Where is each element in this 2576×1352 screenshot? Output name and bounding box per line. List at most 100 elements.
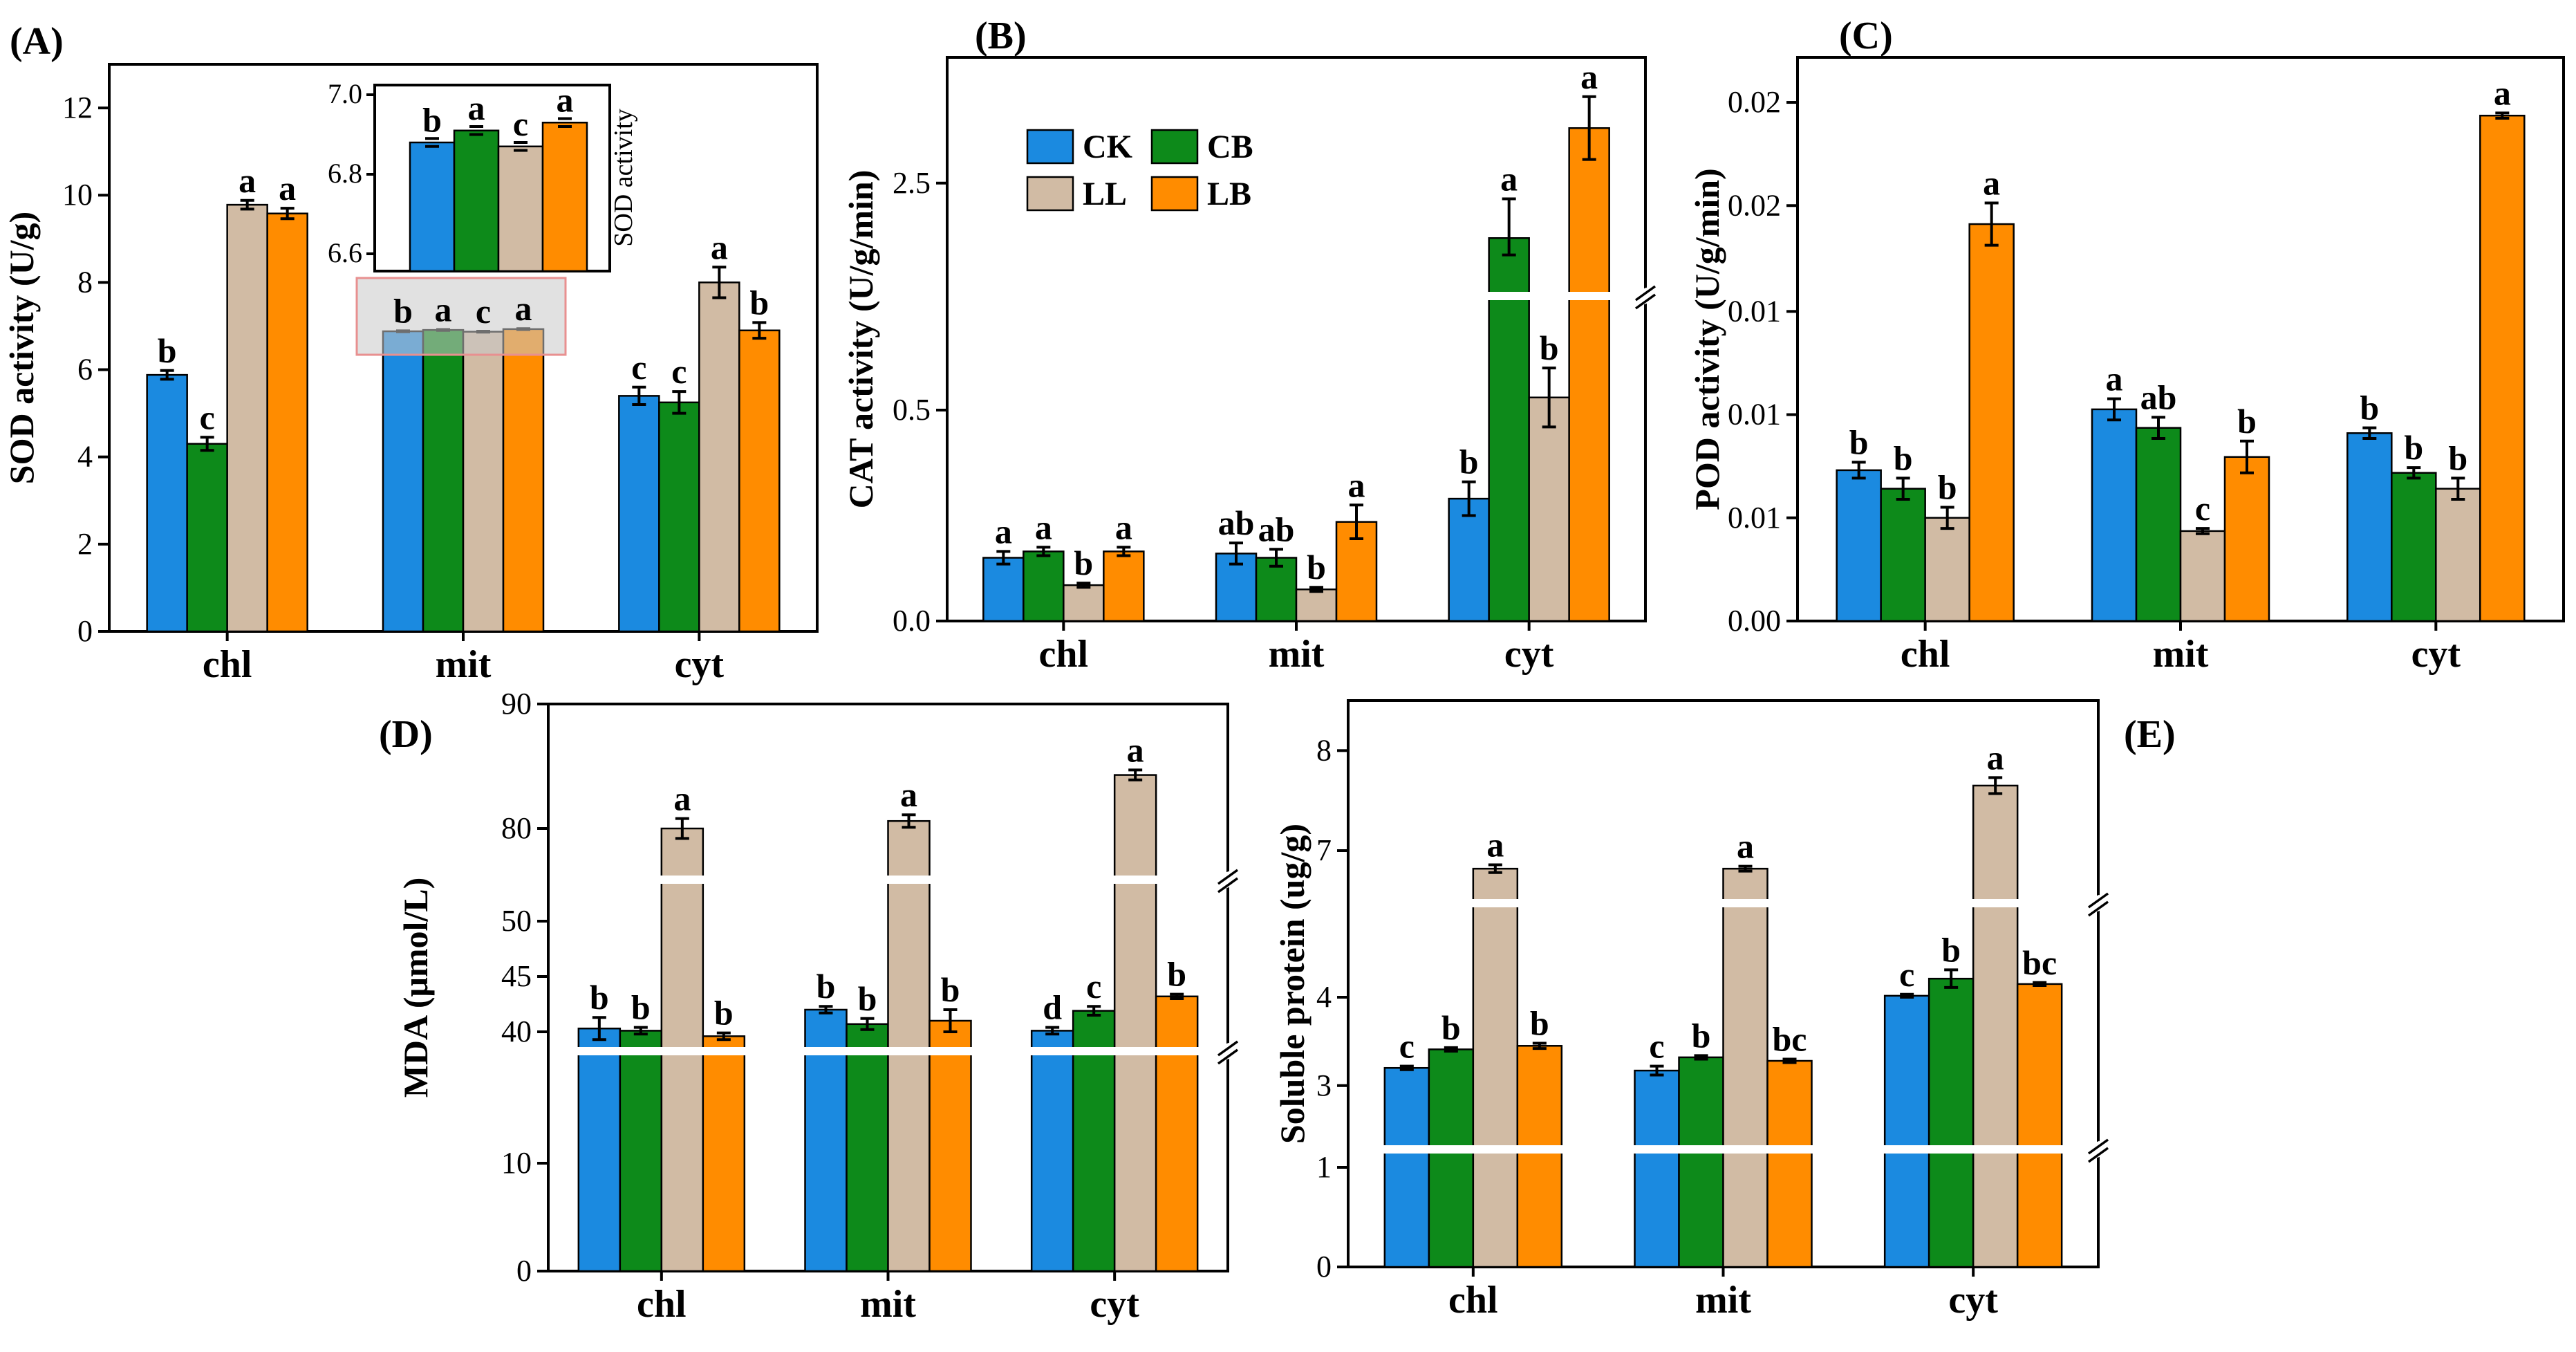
error-bar-LB-chl	[716, 1031, 731, 1041]
bar-LL-mit	[887, 819, 931, 1272]
legend-swatch-CK	[1026, 129, 1074, 165]
y-tick-label: 4	[77, 440, 93, 474]
y-tick-label: 0.02	[1728, 85, 1781, 119]
x-tick-label: cyt	[1090, 1283, 1139, 1326]
x-tick-label: cyt	[1504, 633, 1554, 676]
error-bar-LB-cyt	[2495, 111, 2510, 120]
bar-CB-cyt	[658, 401, 700, 633]
significance-letter-LB-cyt: a	[2494, 73, 2511, 112]
error-bar-CB-chl	[1896, 476, 1910, 501]
error-bar-LL-chl	[1488, 863, 1502, 874]
y-tick-label: 45	[501, 959, 532, 993]
x-tick-label: mit	[1269, 633, 1325, 676]
bar-LL-cyt	[1972, 784, 2019, 1268]
error-bar-LL-chl	[240, 198, 254, 211]
inset-y-tick-label: 7.0	[328, 78, 362, 109]
error-bar-CB-chl	[1444, 1046, 1458, 1053]
significance-letter-LB-mit: a	[1348, 465, 1365, 504]
bar-LL-chl	[226, 203, 268, 633]
y-axis-label: SOD activity (U/g)	[2, 212, 41, 484]
bar-LL-cyt	[1528, 396, 1570, 622]
significance-letter-LL-mit: b	[1307, 548, 1326, 586]
error-bar-CB-mit	[860, 1017, 875, 1031]
error-bar-CB-chl	[633, 1026, 648, 1036]
significance-letter-CB-cyt: a	[1500, 159, 1518, 198]
error-bar-CB-chl	[1036, 546, 1051, 557]
significance-letter-CK-mit: b	[816, 967, 836, 1006]
error-bar-CK-mit	[819, 1005, 833, 1015]
bar-CK-cyt	[1883, 994, 1930, 1268]
significance-letter-CB-cyt: c	[671, 352, 687, 391]
bar-CB-chl	[1023, 550, 1065, 622]
error-bar-CK-cyt	[1045, 1026, 1060, 1036]
bar-CK-chl	[577, 1027, 622, 1272]
error-bar-LB-cyt	[1170, 992, 1184, 1000]
significance-letter-CK-mit: a	[2106, 360, 2123, 398]
bar-CB-cyt	[1928, 977, 1975, 1268]
error-bar-LL-mit	[2196, 527, 2210, 535]
bar-LL-mit	[2179, 530, 2226, 622]
error-bar-LB-mit	[943, 1008, 958, 1033]
significance-letter-LL-chl: a	[239, 161, 256, 200]
bar-CK-mit	[382, 330, 424, 633]
bar-LL-mit	[1295, 589, 1338, 622]
bar-LB-mit	[2223, 456, 2270, 622]
significance-letter-LB-cyt: bc	[2022, 943, 2057, 982]
inset-significance-letter-LB: a	[557, 81, 574, 120]
inset-bar-LB	[541, 122, 588, 272]
error-bar-LB-chl	[280, 207, 295, 221]
bar-CB-chl	[1428, 1048, 1475, 1268]
y-tick-label: 8	[1316, 733, 1332, 767]
bar-LB-chl	[266, 212, 308, 633]
error-bar-LB-chl	[1117, 546, 1131, 557]
y-tick-label: 80	[501, 811, 532, 845]
bar-LL-cyt	[1113, 774, 1157, 1272]
error-bar-CK-chl	[1851, 461, 1866, 480]
significance-letter-CB-chl: b	[1894, 438, 1913, 477]
significance-letter-LL-cyt: b	[2448, 438, 2467, 477]
significance-letter-LL-mit: a	[1737, 827, 1754, 866]
significance-letter-LL-mit: a	[900, 775, 917, 814]
bar-CK-mit	[2091, 408, 2138, 622]
y-axis-label: POD activity (U/g/min)	[1688, 168, 1726, 510]
inset-y-tick-label: 6.6	[328, 237, 362, 268]
x-tick-label: chl	[637, 1283, 687, 1326]
bar-LB-cyt	[738, 329, 781, 633]
significance-letter-CK-cyt: b	[1459, 443, 1479, 481]
y-axis-label: CAT activity (U/g/min)	[841, 170, 880, 509]
error-bar-LL-cyt	[1988, 776, 2003, 795]
error-bar-LB-chl	[1984, 201, 1999, 247]
error-bar-LB-mit	[2240, 439, 2254, 474]
bar-LL-cyt	[2435, 488, 2481, 622]
inset-y-tick-label: 6.8	[328, 158, 362, 189]
y-tick-label: 0.5	[893, 393, 931, 427]
error-bar-CB-cyt	[1944, 968, 1959, 989]
y-tick-label: 12	[62, 91, 93, 124]
bar-CK-chl	[982, 557, 1025, 622]
bar-LB-cyt	[1568, 127, 1610, 622]
legend-swatch-LB	[1150, 176, 1199, 212]
error-bar-LL-mit	[902, 813, 916, 829]
panel-label: (A)	[10, 20, 64, 63]
y-tick-label: 0	[77, 614, 93, 648]
bar-LB-chl	[1968, 223, 2015, 622]
error-bar-LB-cyt	[752, 321, 767, 340]
significance-letter-LL-mit: c	[2195, 489, 2210, 528]
y-tick-label: 10	[501, 1146, 532, 1180]
significance-letter-LB-cyt: b	[1167, 955, 1186, 994]
significance-letter-LL-cyt: a	[711, 228, 728, 266]
inset-error-bar-LL	[514, 141, 528, 152]
bar-LL-mit	[462, 331, 505, 633]
error-bar-CB-cyt	[672, 390, 687, 415]
error-bar-CK-chl	[996, 550, 1011, 566]
significance-letter-LB-mit: a	[515, 289, 532, 328]
significance-letter-LB-cyt: b	[749, 283, 769, 322]
bar-LB-cyt	[2479, 114, 2526, 622]
bar-CB-chl	[619, 1030, 663, 1272]
error-bar-CB-cyt	[2407, 466, 2421, 480]
error-bar-CB-mit	[1694, 1054, 1708, 1061]
bar-LB-cyt	[1155, 995, 1199, 1272]
